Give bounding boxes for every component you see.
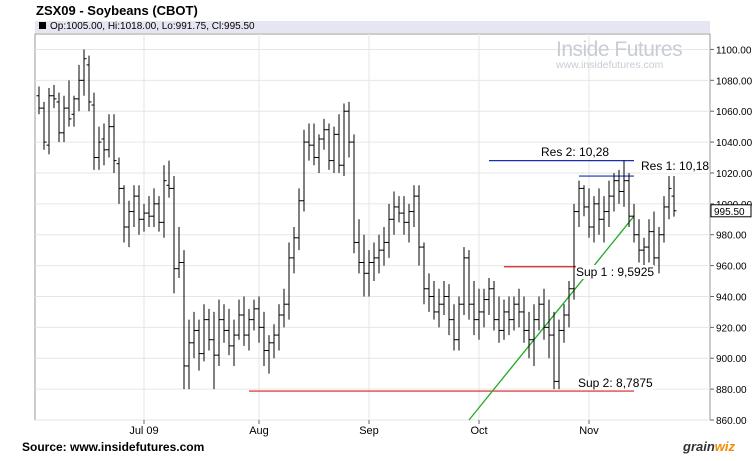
y-tick-label: 920.00 [716,323,747,334]
last-price-label: 995.50 [714,207,745,218]
source-text: Source: www.insidefutures.com [22,440,205,454]
x-tick-label: Nov [579,425,599,437]
y-tick-label: 860.00 [716,416,747,427]
y-tick-label: 900.00 [716,354,747,365]
res2-label: Res 2: 10,28 [541,145,610,159]
y-tick-label: 980.00 [716,231,747,242]
x-tick-label: Sep [359,425,379,437]
sup1-label: Sup 1 : 9,5925 [576,265,655,279]
x-axis: Jul 09 Aug Sep Oct Nov [129,420,599,437]
level-lines [249,160,635,421]
series-marker-icon [39,22,46,29]
sup2-label: Sup 2: 8,7875 [578,376,653,390]
x-tick-label: Aug [249,425,269,437]
y-tick-label: 1020.00 [716,169,753,180]
watermark-url: www.insidefutures.com [556,59,664,71]
y-tick-label: 1100.00 [716,45,752,56]
watermark: Inside Futures www.insidefutures.com [556,38,706,71]
y-axis: 860.00 880.00 900.00 920.00 940.00 960.00 980.… [710,45,753,427]
res1-label: Res 1: 10,18 [641,159,710,173]
watermark-title: Inside Futures [556,38,683,61]
last-price-box [710,204,752,218]
y-tick-label: 1060.00 [716,107,753,118]
brand-logo-accent: wiz [714,439,736,454]
chart-title: ZSX09 - Soybeans (CBOT) [36,3,198,18]
trend-line [468,215,635,421]
y-tick-label: 960.00 [716,262,747,273]
brand-logo-main: grain [683,439,715,454]
ohlc-readout: Op:1005.00, Hi:1018.00, Lo:991.75, Cl:99… [35,21,710,33]
y-tick-label: 1040.00 [716,138,753,149]
y-tick-label: 880.00 [716,385,747,396]
last-price-marker: 995.50 [710,204,752,218]
plot-area [34,33,711,421]
x-tick-label: Oct [470,425,487,437]
y-tick-label: 940.00 [716,292,747,303]
brand-logo: grainwiz [683,439,735,454]
x-tick-label: Jul 09 [129,425,158,437]
y-tick-label: 1080.00 [716,76,753,87]
price-bars [36,49,677,390]
ohlc-values: Op:1005.00, Hi:1018.00, Lo:991.75, Cl:99… [50,21,255,32]
